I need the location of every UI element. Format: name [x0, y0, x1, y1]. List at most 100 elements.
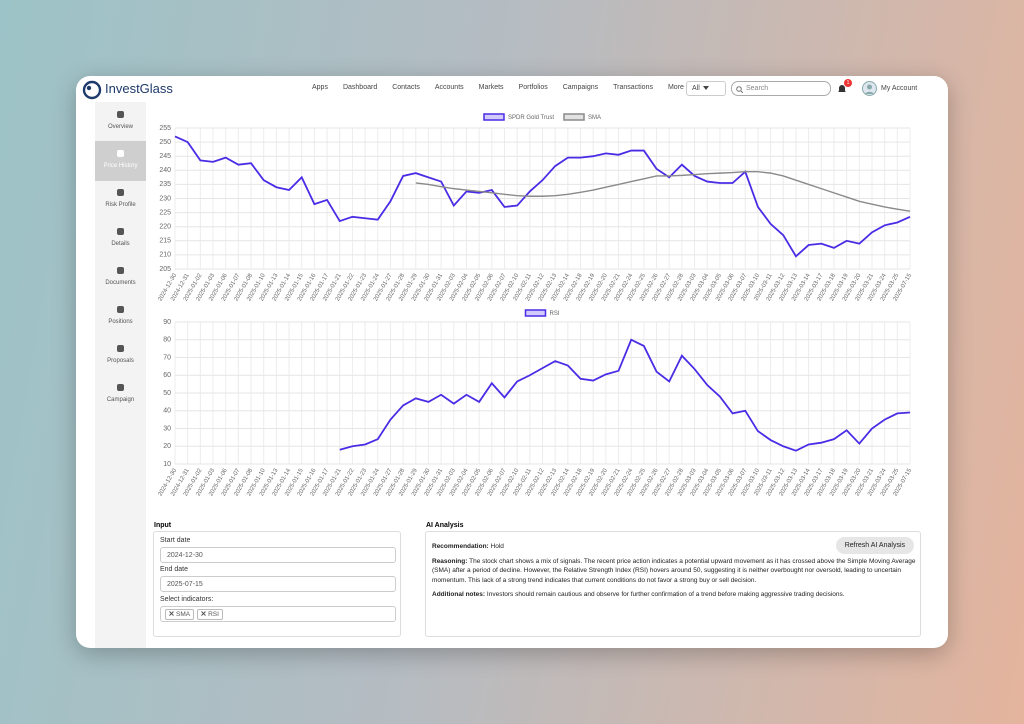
sidebar: Overview Price History Risk Profile Details… [95, 102, 146, 648]
legend-label: SPDR Gold Trust [508, 115, 554, 121]
icon-shape [117, 228, 124, 235]
y-tick-label: 50 [163, 390, 171, 397]
search-box[interactable]: Search [731, 81, 831, 96]
nav-item[interactable]: Portfolios [518, 84, 548, 91]
end-date[interactable]: 2025-07-15 [160, 576, 396, 592]
cross [201, 611, 206, 616]
y-tick-label: 230 [159, 195, 171, 202]
nav-item[interactable]: Contacts [392, 84, 420, 91]
sidebar-label: Campaign [106, 397, 135, 403]
indicator-chip: SMA [165, 609, 195, 620]
series-line [415, 171, 911, 212]
input-panel: Start date 2024-12-30 End date 2025-07-1… [153, 531, 401, 637]
sidebar-label: Documents [105, 280, 136, 286]
sidebar-item[interactable]: Price History [95, 141, 146, 181]
search-placeholder: Search [746, 85, 769, 92]
sidebar-icon [117, 267, 124, 274]
y-tick-label: 40 [163, 408, 171, 415]
notes: Investors should remain cautious and obs… [486, 591, 845, 598]
app-window: InvestGlass Apps Dashboard Contacts Account… [76, 76, 948, 648]
sidebar-icon [117, 150, 124, 157]
sidebar-label: Proposals [107, 358, 134, 364]
nav-item[interactable]: More [667, 84, 684, 91]
y-tick-label: 220 [159, 224, 171, 231]
logo-icon [82, 80, 102, 100]
icon-shape [117, 150, 124, 157]
rec-label: Recommendation: [432, 543, 489, 550]
nav-item[interactable]: Transactions [613, 84, 653, 91]
series-line [174, 135, 911, 258]
sidebar-icon [117, 384, 124, 391]
indicator-chip: RSI [197, 609, 223, 620]
sidebar-label: Risk Profile [105, 202, 136, 208]
sidebar-icon [117, 306, 124, 313]
notes-label: Additional notes: [432, 591, 486, 598]
refresh-button[interactable]: Refresh AI Analysis [835, 537, 914, 554]
sidebar-item[interactable]: Overview [95, 102, 146, 142]
analysis-panel: Refresh AI Analysis Recommendation: Hold… [425, 531, 921, 637]
sidebar-label: Details [111, 241, 130, 247]
nav-item[interactable]: Apps [312, 84, 328, 91]
indicator-select[interactable]: SMA RSI [160, 606, 396, 622]
sidebar-item[interactable]: Proposals [95, 336, 146, 376]
reasoning: The stock chart shows a mix of signals. … [432, 557, 916, 584]
avatar[interactable] [862, 81, 877, 96]
filter-select[interactable]: All [686, 81, 726, 96]
sidebar-item[interactable]: Documents [95, 258, 146, 298]
y-tick-label: 20 [163, 443, 171, 450]
y-tick-label: 240 [159, 167, 171, 174]
y-tick-label: 80 [163, 337, 171, 344]
remove-icon[interactable] [201, 611, 206, 616]
nav-item[interactable]: Dashboard [342, 84, 378, 91]
series-line [339, 338, 911, 452]
nav-item[interactable]: Markets [478, 84, 504, 91]
legend-swatch [483, 113, 505, 121]
account[interactable]: My Account [881, 85, 918, 92]
legend-swatch [563, 113, 585, 121]
analysis-title: AI Analysis [426, 522, 464, 529]
nav-item[interactable]: Accounts [434, 84, 464, 91]
cross [169, 611, 174, 616]
indicators-label: Select indicators: [160, 596, 214, 603]
recommendation: Hold [490, 543, 504, 550]
sidebar-icon [117, 228, 124, 235]
remove-icon[interactable] [169, 611, 174, 616]
icon-shape [117, 111, 124, 118]
y-tick-label: 70 [163, 354, 171, 361]
legend-label: RSI [549, 311, 559, 317]
end-label: End date [160, 566, 189, 573]
chip-label: RSI [208, 611, 219, 618]
nav-item[interactable]: Campaigns [562, 84, 599, 91]
sidebar-item[interactable]: Risk Profile [95, 180, 146, 220]
price-chart: 2052102152202252302352402452502552024-12… [158, 113, 913, 302]
chip-label: SMA [176, 611, 191, 618]
y-tick-label: 245 [159, 153, 171, 160]
y-tick-label: 90 [163, 319, 171, 326]
sidebar-label: Price History [103, 163, 138, 169]
y-tick-label: 225 [159, 209, 171, 216]
start-date[interactable]: 2024-12-30 [160, 547, 396, 563]
search-icon [736, 86, 743, 93]
sidebar-label: Overview [107, 124, 133, 130]
legend: SPDR Gold Trust SMA [483, 113, 601, 121]
logo: InvestGlass [105, 81, 173, 96]
caret [702, 86, 709, 90]
badge: 1 [844, 79, 852, 87]
sidebar-item[interactable]: Campaign [95, 375, 146, 415]
y-tick-label: 210 [159, 252, 171, 259]
icon-shape [117, 267, 124, 274]
input-title: Input [154, 522, 172, 529]
y-tick-label: 255 [159, 125, 171, 132]
y-tick-label: 60 [163, 372, 171, 379]
sidebar-item[interactable]: Details [95, 219, 146, 259]
legend: RSI [524, 309, 560, 317]
reasoning-label: Reasoning: [432, 557, 468, 565]
y-tick-label: 250 [159, 139, 171, 146]
bell[interactable] [837, 83, 847, 94]
y-tick-label: 235 [159, 181, 171, 188]
sidebar-label: Positions [108, 319, 133, 325]
legend-label: SMA [588, 115, 601, 121]
y-tick-label: 215 [159, 238, 171, 245]
sidebar-item[interactable]: Positions [95, 297, 146, 337]
